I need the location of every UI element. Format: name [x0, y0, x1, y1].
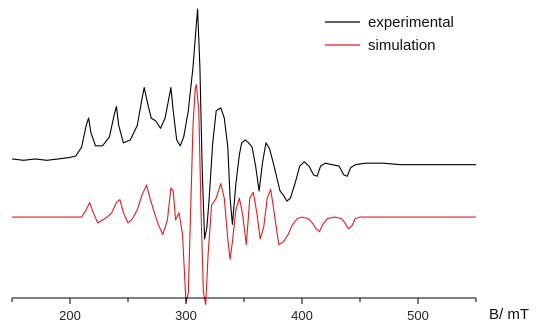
x-tick-label: 500: [407, 308, 429, 323]
x-tick-label: 300: [175, 308, 197, 323]
x-tick-label: 400: [291, 308, 313, 323]
legend: experimental simulation: [325, 14, 454, 54]
x-axis-ticks: 200 300 400 500: [11, 298, 477, 323]
x-tick-label: 200: [59, 308, 81, 323]
plot-area: [11, 8, 476, 305]
series-line-simulation: [12, 84, 476, 305]
x-axis-label: B/ mT: [489, 306, 529, 323]
series-line-experimental: [11, 8, 476, 240]
legend-label-simulation: simulation: [368, 37, 436, 54]
legend-label-experimental: experimental: [368, 14, 454, 31]
